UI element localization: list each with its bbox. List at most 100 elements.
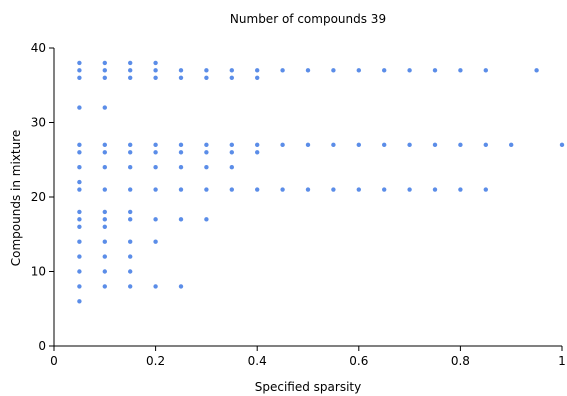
data-point [204,142,209,148]
y-axis-ticks: 0 10 20 30 40 [31,41,54,353]
data-point [255,187,260,192]
data-point [77,75,82,81]
data-point [305,142,311,148]
data-point [102,165,108,170]
data-point [102,209,108,215]
data-point [102,60,108,66]
data-point [77,239,82,244]
data-point [128,284,133,289]
data-point [255,142,260,148]
data-point [229,68,234,73]
y-tick-label: 30 [31,116,46,130]
data-point [458,68,463,73]
data-point [331,187,336,192]
data-point [407,142,412,148]
data-point [77,284,82,289]
data-point [356,142,361,148]
data-point [77,224,82,229]
data-point [178,217,184,222]
data-point [128,142,133,148]
data-point [77,187,82,192]
x-tick-label: 0.6 [349,354,368,368]
data-point [77,165,82,170]
data-point [153,217,158,222]
data-point [280,142,285,148]
data-point [229,75,234,81]
data-point [77,60,82,66]
data-point [483,142,488,148]
data-point [229,150,234,155]
data-point [128,165,133,170]
data-point [77,217,82,222]
data-point [458,142,463,148]
data-point [128,60,133,66]
y-tick-label: 0 [38,339,46,353]
data-point [77,299,82,304]
data-point [153,284,158,289]
data-point [77,105,82,110]
data-point [382,187,387,192]
data-point [255,150,260,155]
data-point [77,142,82,148]
data-point [483,68,488,73]
data-point [204,217,209,222]
data-point [432,68,438,73]
data-point [153,142,158,148]
data-point [128,269,133,274]
data-point [432,187,438,192]
data-point [178,150,184,155]
data-point [331,142,336,148]
data-point [102,217,108,222]
data-point [153,150,158,155]
data-point [382,68,387,73]
data-point [204,150,209,155]
data-point [128,68,133,73]
data-point [102,68,108,73]
y-tick-label: 20 [31,190,46,204]
data-point [102,75,108,81]
data-point [153,75,158,81]
y-tick-label: 10 [31,265,46,279]
data-point [407,68,412,73]
data-point [305,68,311,73]
y-axis-title: Compounds in mixture [9,130,23,267]
data-point [178,284,184,289]
data-point [128,75,133,81]
data-point [102,269,108,274]
data-point [102,142,108,148]
data-point [153,165,158,170]
x-axis-ticks: 0 0.2 0.4 0.6 0.8 1 [50,346,566,368]
data-point [102,254,108,259]
data-point [178,165,184,170]
data-point [128,187,133,192]
data-point [128,254,133,259]
data-point [102,239,108,244]
data-point [153,60,158,66]
data-point [509,142,514,148]
data-point [153,239,158,244]
data-point [483,187,488,192]
data-point [153,68,158,73]
x-tick-label: 0.2 [146,354,165,368]
data-point [77,209,82,215]
data-point [178,142,184,148]
data-point [229,165,234,170]
x-tick-label: 0.4 [248,354,267,368]
data-point [280,68,285,73]
data-point [356,68,361,73]
data-point [458,187,463,192]
data-point [102,105,108,110]
data-point [407,187,412,192]
data-point [128,209,133,215]
data-point [77,254,82,259]
data-point [204,68,209,73]
chart-title: Number of compounds 39 [230,12,386,26]
data-point [255,75,260,81]
data-point [255,68,260,73]
data-point [534,68,539,73]
data-point [102,224,108,229]
data-point [229,142,234,148]
data-point [77,68,82,73]
data-point [356,187,361,192]
data-point [432,142,438,148]
